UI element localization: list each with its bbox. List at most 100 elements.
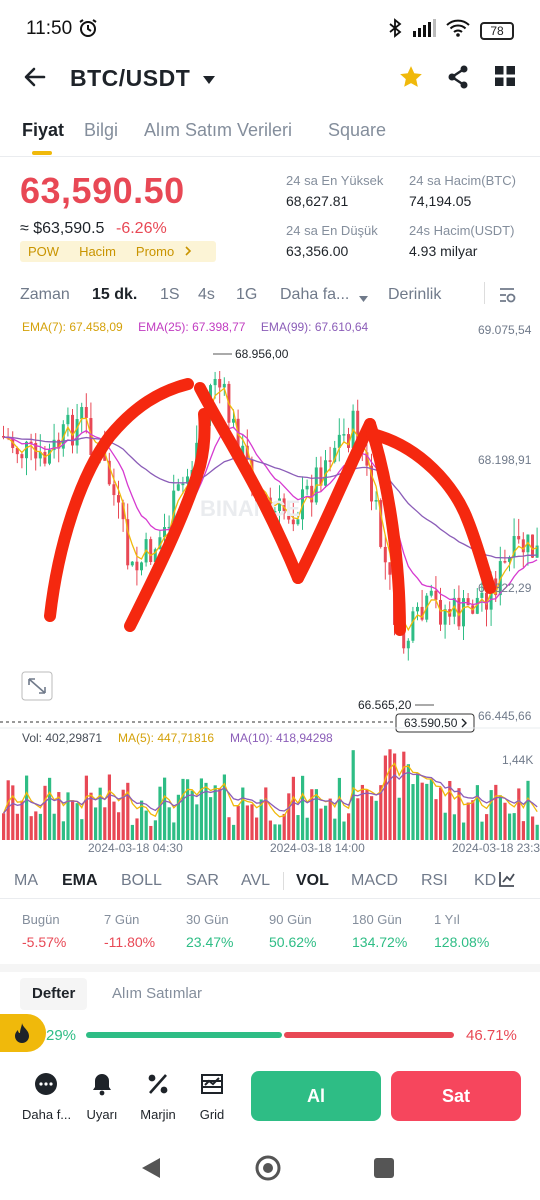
candle-body: [15, 447, 19, 455]
ind-boll[interactable]: BOLL: [121, 872, 162, 889]
chevron-right-icon: [184, 244, 192, 259]
volume-bar: [521, 821, 525, 840]
ind-ma[interactable]: MA: [14, 872, 38, 889]
more-action[interactable]: Daha f...: [22, 1072, 71, 1122]
buy-button[interactable]: Al: [251, 1071, 381, 1121]
ind-ema[interactable]: EMA: [62, 872, 98, 889]
ind-macd[interactable]: MACD: [351, 872, 399, 889]
time-label-3: 2024-03-18 23:3: [452, 841, 540, 855]
status-bar: 11:50 78: [0, 0, 540, 56]
chart-settings-icon[interactable]: [498, 286, 516, 309]
candle-body: [443, 609, 447, 625]
layout-grid-icon[interactable]: [494, 65, 516, 92]
tag-hacim[interactable]: Hacim: [79, 244, 116, 259]
star-icon[interactable]: [398, 64, 424, 95]
tag-pow[interactable]: POW: [28, 244, 60, 259]
tab-square[interactable]: Square: [328, 120, 387, 140]
candle-body: [305, 485, 309, 490]
ind-vol[interactable]: VOL: [296, 872, 329, 889]
tab-trades[interactable]: Alım Satımlar: [112, 985, 203, 1002]
tag-strip[interactable]: POW Hacim Promo: [20, 241, 216, 262]
candle-body: [517, 536, 521, 540]
perf-value: 128.08%: [434, 934, 490, 950]
vol-label: Vol: 402,29871: [22, 731, 102, 745]
tf-more-caret-icon[interactable]: [358, 290, 369, 308]
volume-bar: [282, 813, 286, 840]
y-tick-2: 68.198,91: [478, 453, 532, 467]
alert-action[interactable]: Uyarı: [78, 1072, 126, 1122]
ind-avl[interactable]: AVL: [241, 872, 271, 889]
fire-button[interactable]: [0, 1014, 46, 1052]
high-marker-label: 68.956,00: [235, 347, 289, 361]
low-marker-label: 66.565,20: [358, 698, 412, 712]
candle-body: [466, 598, 470, 606]
volume-bar: [287, 793, 291, 840]
wifi-icon: [446, 19, 470, 42]
share-icon[interactable]: [446, 64, 470, 95]
tag-promo[interactable]: Promo: [135, 244, 175, 259]
volume-bar: [48, 777, 52, 840]
candle-body: [370, 465, 373, 502]
tf-zaman[interactable]: Zaman: [20, 286, 70, 303]
grid-action[interactable]: Grid: [188, 1072, 236, 1122]
candle-body: [84, 407, 88, 419]
volume-bar: [80, 819, 84, 840]
volume-bar: [319, 808, 323, 840]
candle-body: [75, 419, 79, 446]
ind-sar[interactable]: SAR: [186, 872, 219, 889]
volume-bar: [163, 777, 167, 840]
volume-bar: [121, 789, 125, 840]
candle-body: [130, 561, 134, 566]
candle-body: [20, 454, 24, 459]
price-chart[interactable]: BINANCE 69.075,54 68.198,91 67.322,29 66…: [0, 316, 540, 860]
margin-action[interactable]: Marjin: [134, 1072, 182, 1122]
chart-edit-icon[interactable]: [498, 870, 516, 893]
grid-bot-icon: [201, 1074, 223, 1094]
candle-body: [475, 597, 479, 614]
pair-title[interactable]: BTC/USDT: [70, 65, 191, 91]
volume-bar: [475, 785, 479, 840]
candle-body: [434, 590, 438, 600]
sell-button[interactable]: Sat: [391, 1071, 521, 1121]
tf-4h[interactable]: 4s: [198, 286, 215, 303]
volume-bar: [259, 799, 263, 840]
tf-15m[interactable]: 15 dk.: [92, 286, 138, 303]
volume-bar: [383, 755, 387, 840]
tf-1h[interactable]: 1S: [160, 286, 180, 303]
nav-recents-icon[interactable]: [372, 1156, 396, 1180]
tf-1d[interactable]: 1G: [236, 286, 258, 303]
vol-usdt-value: 4.93 milyar: [409, 243, 478, 259]
candle-body: [273, 511, 277, 513]
volume-bar: [149, 825, 153, 840]
status-time: 11:50: [26, 18, 73, 39]
buy-ratio: 29%: [46, 1027, 77, 1044]
volume-bar: [158, 786, 162, 840]
candle-body: [181, 483, 185, 486]
nav-back-icon[interactable]: [140, 1156, 162, 1180]
candle-body: [218, 378, 222, 388]
volume-bar: [61, 821, 65, 840]
ind-rsi[interactable]: RSI: [421, 872, 448, 889]
volume-bar: [448, 780, 452, 840]
back-arrow-icon[interactable]: [22, 64, 48, 95]
caret-down-icon[interactable]: [202, 72, 216, 90]
perf-label: 30 Gün: [186, 912, 229, 927]
tab-order-book[interactable]: Defter: [20, 978, 88, 1010]
nav-home-icon[interactable]: [254, 1154, 282, 1182]
volume-bar: [107, 774, 111, 840]
sell-ratio: 46.71%: [466, 1027, 517, 1044]
ind-kd[interactable]: KD: [474, 872, 497, 889]
volume-bar: [43, 785, 47, 840]
volume-bar: [452, 814, 456, 840]
volume-bar: [250, 804, 254, 840]
tab-fiyat[interactable]: Fiyat: [22, 120, 65, 140]
tf-depth[interactable]: Derinlik: [388, 286, 442, 303]
y-tick-1: 69.075,54: [478, 323, 532, 337]
section-gap: [0, 964, 540, 972]
perf-value: -5.57%: [22, 934, 67, 950]
candle-body: [52, 439, 56, 451]
tab-trade-data[interactable]: Alım Satım Verileri: [144, 120, 293, 140]
tab-bilgi[interactable]: Bilgi: [84, 120, 119, 140]
candle-body: [112, 484, 116, 496]
tf-more[interactable]: Daha fa...: [280, 286, 350, 303]
